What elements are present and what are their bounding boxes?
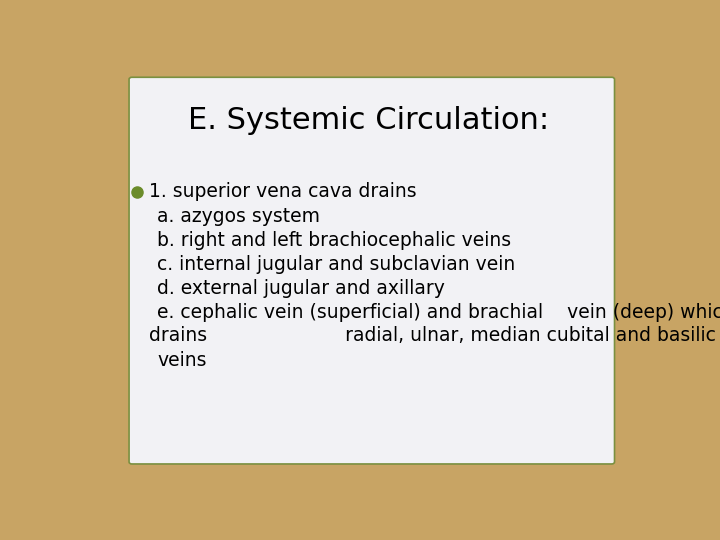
Text: b. right and left brachiocephalic veins: b. right and left brachiocephalic veins xyxy=(157,231,511,250)
Text: drains                       radial, ulnar, median cubital and basilic: drains radial, ulnar, median cubital and… xyxy=(148,326,716,346)
Text: d. external jugular and axillary: d. external jugular and axillary xyxy=(157,279,445,298)
Text: E. Systemic Circulation:: E. Systemic Circulation: xyxy=(189,106,549,136)
Text: 1. superior vena cava drains: 1. superior vena cava drains xyxy=(148,182,416,201)
Text: veins: veins xyxy=(157,350,207,369)
Text: e. cephalic vein (superficial) and brachial    vein (deep) which: e. cephalic vein (superficial) and brach… xyxy=(157,303,720,322)
Text: a. azygos system: a. azygos system xyxy=(157,207,320,226)
FancyBboxPatch shape xyxy=(129,77,615,464)
Text: c. internal jugular and subclavian vein: c. internal jugular and subclavian vein xyxy=(157,255,516,274)
